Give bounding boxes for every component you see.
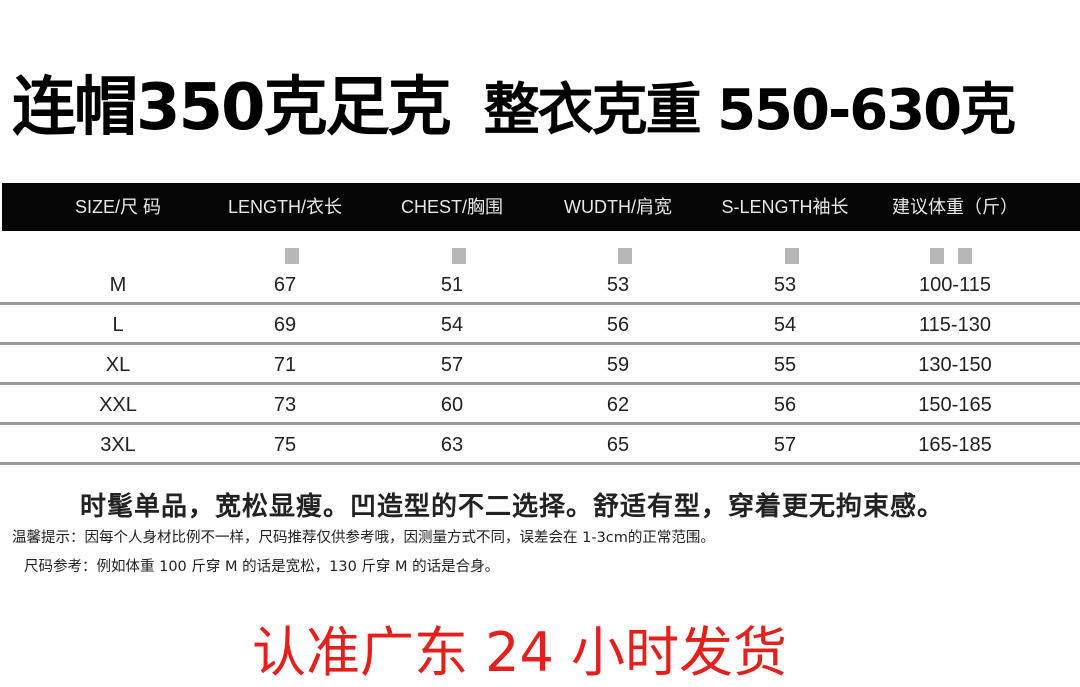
blurred-mark bbox=[285, 248, 299, 264]
row-divider bbox=[0, 462, 1080, 465]
cell-sleeve-length: 54 bbox=[773, 314, 797, 336]
cell-weight: 150-165 bbox=[918, 394, 992, 416]
table-row: XXL 73 60 62 56 150-165 bbox=[0, 385, 1080, 425]
table-row: M 67 51 53 53 100-115 bbox=[0, 265, 1080, 305]
cell-size: L bbox=[112, 314, 124, 336]
cell-size: XL bbox=[105, 354, 131, 376]
cell-length: 73 bbox=[273, 394, 297, 416]
row-divider bbox=[0, 302, 1080, 305]
cell-length: 69 bbox=[273, 314, 297, 336]
cell-chest: 57 bbox=[440, 354, 464, 376]
table-row: 3XL 75 63 65 57 165-185 bbox=[0, 425, 1080, 465]
cell-weight: 115-130 bbox=[919, 314, 991, 336]
note-tip: 温馨提示：因每个人身材比例不一样，尺码推荐仅供参考哦，因测量方式不同，误差会在 … bbox=[12, 530, 715, 546]
cell-length: 75 bbox=[273, 434, 297, 456]
slogan: 时髦单品，宽松显瘦。凹造型的不二选择。舒适有型，穿着更无拘束感。 bbox=[80, 492, 945, 522]
column-header-size: SIZE/尺 码 bbox=[74, 197, 162, 217]
title-hood-weight: 连帽350克足克 bbox=[12, 71, 452, 145]
table-row: L 69 54 56 54 115-130 bbox=[0, 305, 1080, 345]
table-row: XL 71 57 59 55 130-150 bbox=[0, 345, 1080, 385]
cell-width: 56 bbox=[606, 314, 630, 336]
row-divider bbox=[0, 382, 1080, 385]
cell-width: 59 bbox=[606, 354, 630, 376]
title-total-weight: 整衣克重 550-630克 bbox=[483, 78, 1017, 143]
cell-size: XXL bbox=[99, 394, 137, 416]
blurred-mark bbox=[785, 248, 799, 264]
cell-weight: 165-185 bbox=[918, 434, 992, 456]
cell-chest: 60 bbox=[440, 394, 464, 416]
cell-size: M bbox=[109, 274, 127, 296]
cell-sleeve-length: 53 bbox=[773, 274, 797, 296]
cell-width: 53 bbox=[606, 274, 630, 296]
blurred-mark bbox=[930, 248, 944, 264]
cell-length: 67 bbox=[273, 274, 297, 296]
cell-sleeve-length: 56 bbox=[773, 394, 797, 416]
shipping-banner: 认准广东 24 小时发货 bbox=[252, 621, 788, 684]
column-header-sleeve-length: S-LENGTH袖长 bbox=[721, 197, 849, 217]
page-title: 连帽350克足克 整衣克重 550-630克 bbox=[12, 56, 1048, 148]
table-header-bar bbox=[2, 183, 1080, 231]
column-header-length: LENGTH/衣长 bbox=[227, 197, 343, 217]
cell-weight: 100-115 bbox=[919, 274, 991, 296]
cell-sleeve-length: 57 bbox=[773, 434, 797, 456]
cell-sleeve-length: 55 bbox=[773, 354, 797, 376]
cell-width: 62 bbox=[606, 394, 630, 416]
note-size-reference: 尺码参考：例如体重 100 斤穿 M 的话是宽松，130 斤穿 M 的话是合身。 bbox=[24, 559, 500, 575]
row-divider bbox=[0, 422, 1080, 425]
cell-weight: 130-150 bbox=[918, 354, 992, 376]
cell-chest: 51 bbox=[440, 274, 464, 296]
cell-size: 3XL bbox=[100, 434, 136, 456]
cell-length: 71 bbox=[273, 354, 297, 376]
cell-chest: 54 bbox=[440, 314, 464, 336]
column-header-width: WUDTH/肩宽 bbox=[564, 197, 672, 217]
column-header-chest: CHEST/胸围 bbox=[400, 197, 504, 217]
row-divider bbox=[0, 342, 1080, 345]
blurred-mark bbox=[958, 248, 972, 264]
column-header-weight: 建议体重（斤） bbox=[892, 197, 1018, 217]
cell-chest: 63 bbox=[440, 434, 464, 456]
blurred-mark bbox=[452, 248, 466, 264]
cell-width: 65 bbox=[606, 434, 630, 456]
blurred-mark bbox=[618, 248, 632, 264]
